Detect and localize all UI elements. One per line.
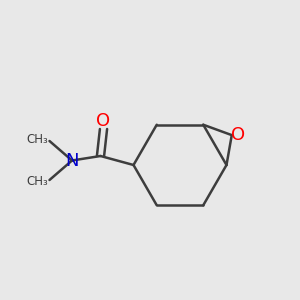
- Text: N: N: [65, 152, 79, 169]
- Text: O: O: [231, 125, 245, 143]
- Text: O: O: [96, 112, 111, 130]
- Text: CH₃: CH₃: [26, 133, 48, 146]
- Text: CH₃: CH₃: [26, 175, 48, 188]
